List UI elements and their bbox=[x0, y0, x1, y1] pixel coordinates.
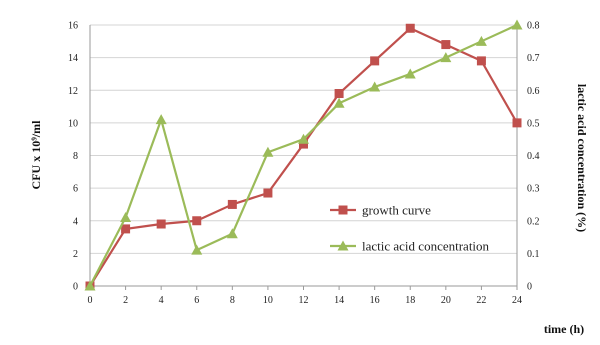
legend-swatch-marker bbox=[337, 240, 349, 251]
y-axis-left-title: CFU x 10⁹/ml bbox=[29, 120, 43, 190]
x-axis-title: time (h) bbox=[544, 322, 584, 336]
axes-layer: 0 2 4 6 8 10 12 14 16 18 20 22 24024681012141600.10.… bbox=[68, 21, 540, 307]
y-left-tick-label: 6 bbox=[73, 184, 78, 195]
data-point bbox=[262, 146, 274, 157]
y-left-tick-label: 2 bbox=[73, 249, 78, 260]
y-left-tick-label: 8 bbox=[73, 151, 78, 162]
data-point bbox=[227, 199, 237, 209]
y-right-tick-label: 0 bbox=[527, 282, 532, 293]
y-axis-right-title: lactic acid concentration (%) bbox=[575, 84, 589, 232]
legend-swatch-marker bbox=[338, 205, 348, 215]
data-point bbox=[263, 188, 273, 198]
x-tick-label: 16 bbox=[370, 295, 380, 306]
y-right-tick-label: 0.4 bbox=[527, 151, 540, 162]
x-tick-label: 0 bbox=[88, 295, 93, 306]
y-left-tick-label: 12 bbox=[68, 86, 78, 97]
data-point bbox=[334, 89, 344, 99]
data-point bbox=[404, 68, 416, 79]
legend-item: growth curve bbox=[330, 203, 431, 218]
x-tick-label: 6 bbox=[194, 295, 199, 306]
y-right-tick-label: 0.6 bbox=[527, 86, 540, 97]
data-point bbox=[405, 23, 415, 33]
data-point bbox=[226, 228, 238, 239]
x-tick-label: 24 bbox=[512, 295, 522, 306]
data-point bbox=[441, 40, 451, 50]
legend-layer: growth curve lactic acid concentration bbox=[330, 203, 490, 254]
y-left-tick-label: 16 bbox=[68, 21, 78, 32]
x-tick-label: 12 bbox=[299, 295, 309, 306]
y-right-tick-label: 0.3 bbox=[527, 184, 540, 195]
series-layer bbox=[84, 19, 523, 291]
x-tick-label: 22 bbox=[476, 295, 486, 306]
x-tick-label: 4 bbox=[159, 295, 164, 306]
y-left-tick-label: 10 bbox=[68, 118, 78, 129]
data-point bbox=[155, 114, 167, 125]
series-lactic-acid bbox=[84, 19, 523, 291]
y-right-tick-label: 0.5 bbox=[527, 118, 540, 129]
y-right-tick-label: 0.8 bbox=[527, 21, 540, 32]
y-left-tick-label: 14 bbox=[68, 53, 78, 64]
x-tick-label: 18 bbox=[405, 295, 415, 306]
data-point bbox=[475, 35, 487, 46]
y-left-tick-label: 4 bbox=[73, 216, 78, 227]
data-point bbox=[440, 52, 452, 63]
data-point bbox=[512, 118, 522, 128]
y-right-tick-label: 0.7 bbox=[527, 53, 540, 64]
data-point bbox=[299, 139, 308, 149]
y-left-tick-label: 0 bbox=[73, 282, 78, 293]
x-tick-label: 8 bbox=[230, 295, 235, 306]
data-point bbox=[333, 97, 345, 108]
data-point bbox=[121, 224, 131, 234]
data-point bbox=[156, 219, 166, 229]
x-tick-label: 10 bbox=[263, 295, 273, 306]
data-point bbox=[191, 244, 203, 255]
data-point bbox=[298, 133, 309, 144]
legend-label: growth curve bbox=[362, 203, 431, 218]
legend-label: lactic acid concentration bbox=[362, 239, 490, 254]
x-tick-label: 20 bbox=[441, 295, 451, 306]
data-point bbox=[192, 216, 202, 226]
data-point bbox=[120, 211, 132, 222]
data-point bbox=[84, 280, 96, 291]
data-point bbox=[369, 81, 381, 92]
x-tick-label: 2 bbox=[123, 295, 128, 306]
y-right-tick-label: 0.2 bbox=[527, 216, 540, 227]
data-point bbox=[511, 19, 523, 30]
x-tick-label: 14 bbox=[334, 295, 344, 306]
data-point bbox=[476, 56, 486, 66]
data-point bbox=[370, 56, 380, 66]
legend-item: lactic acid concentration bbox=[330, 239, 490, 254]
y-right-tick-label: 0.1 bbox=[527, 249, 540, 260]
